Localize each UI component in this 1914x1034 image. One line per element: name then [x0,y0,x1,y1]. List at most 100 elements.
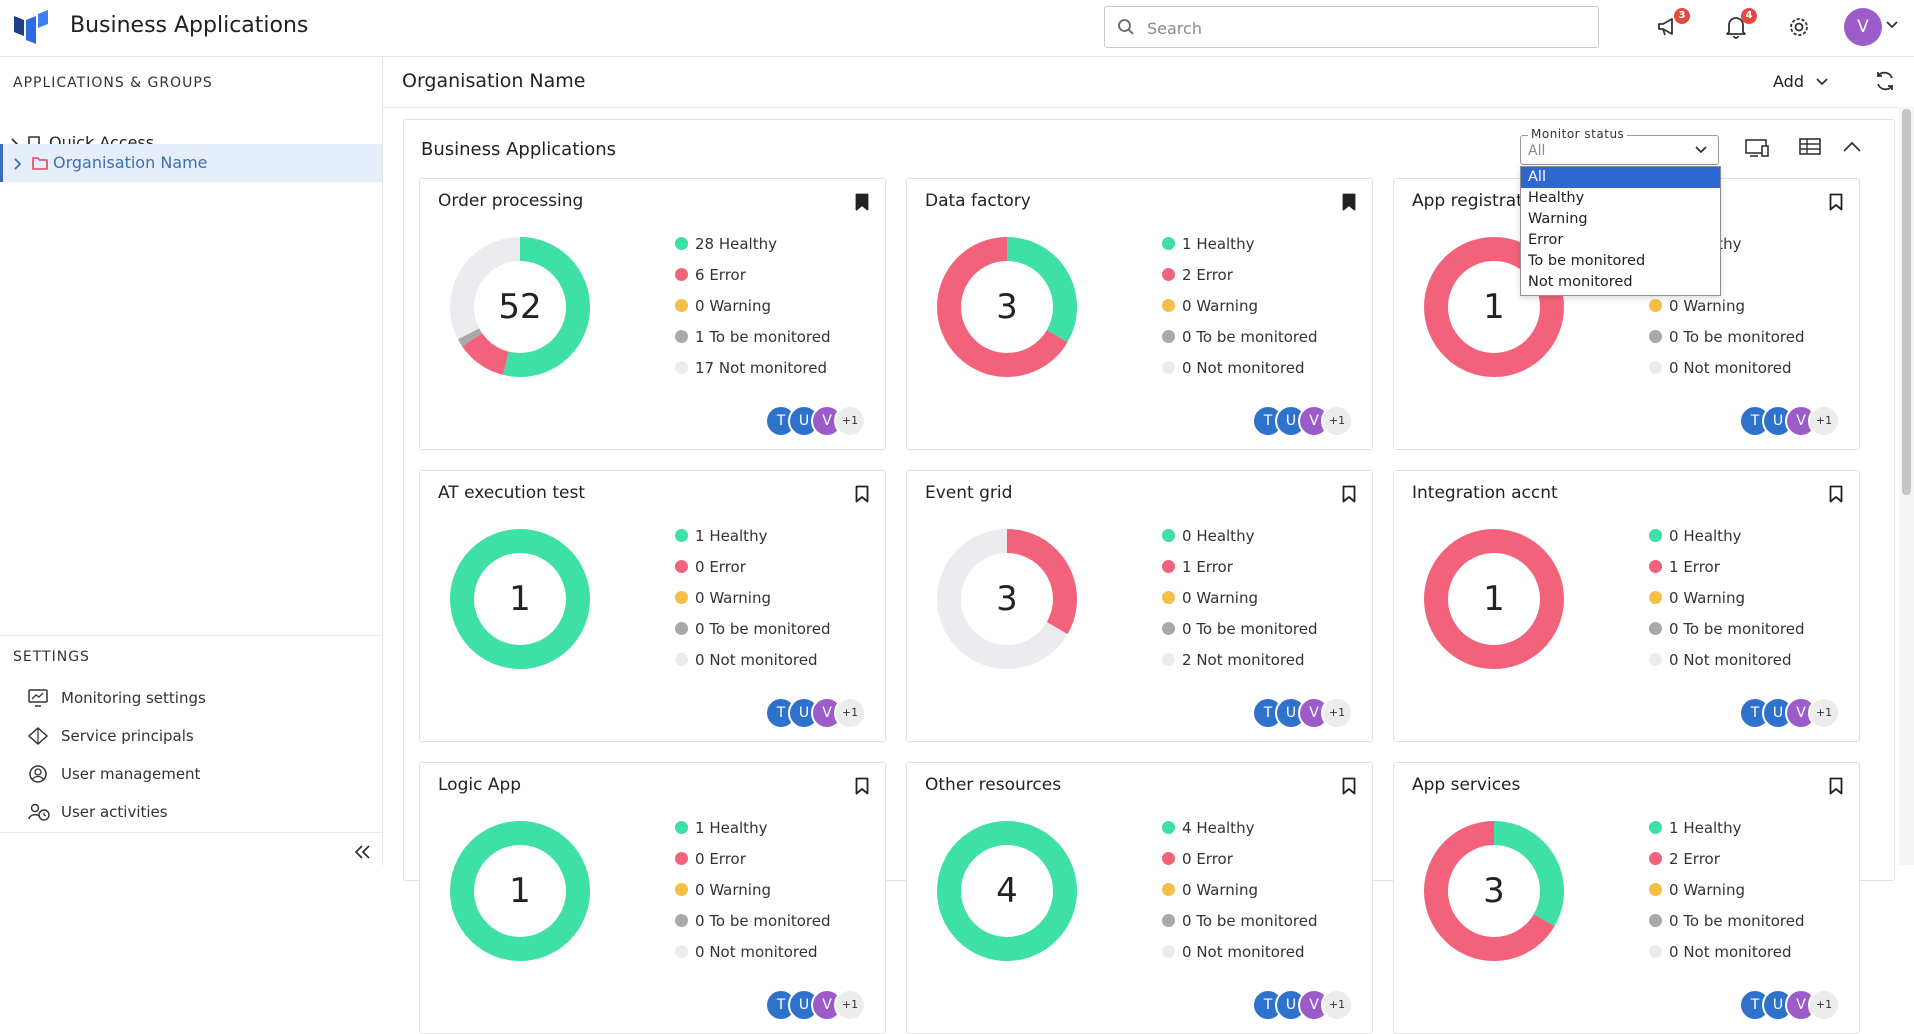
legend-item-not-monitored[interactable]: 0 Not monitored [1649,937,1805,968]
app-card[interactable]: App services 3 1 Healthy 2 Error 0 Warning 0 … [1393,762,1860,1034]
dropdown-option[interactable]: All [1521,167,1720,188]
chevron-right-icon[interactable] [13,158,21,170]
collapse-sidebar-icon[interactable] [353,844,373,860]
legend-item-not-monitored[interactable]: 17 Not monitored [675,353,831,384]
add-button[interactable]: Add [1773,72,1829,91]
bookmark-icon[interactable] [1829,193,1843,211]
app-card[interactable]: Event grid 3 0 Healthy 1 Error 0 Warning 0 To… [906,470,1373,742]
legend-item-not-monitored[interactable]: 0 Not monitored [1649,645,1805,676]
legend-item-to-be-monitored[interactable]: 0 To be monitored [1649,906,1805,937]
dropdown-option[interactable]: Warning [1528,211,1588,227]
user-avatar[interactable]: V [1844,8,1882,46]
more-users-badge[interactable]: +1 [834,989,866,1021]
bookmark-icon[interactable] [1829,777,1843,795]
legend-item-warning[interactable]: 0 Warning [675,291,831,322]
dropdown-option[interactable]: Not monitored [1528,274,1633,290]
legend-item-error[interactable]: 2 Error [1162,260,1318,291]
legend-item-to-be-monitored[interactable]: 0 To be monitored [1162,614,1318,645]
legend-item-not-monitored[interactable]: 0 Not monitored [1162,937,1318,968]
legend-item-healthy[interactable]: 0 Healthy [1649,521,1805,552]
more-users-badge[interactable]: +1 [1321,989,1353,1021]
legend-item-to-be-monitored[interactable]: 0 To be monitored [1649,614,1805,645]
legend-item-not-monitored[interactable]: 2 Not monitored [1162,645,1318,676]
bookmark-filled-icon[interactable] [855,193,869,211]
donut-total: 52 [498,287,542,327]
legend-item-healthy[interactable]: 1 Healthy [675,813,831,844]
search-box[interactable] [1104,6,1599,48]
scrollbar-thumb[interactable] [1902,109,1911,495]
legend-item-error[interactable]: 0 Error [675,844,831,875]
legend-item-to-be-monitored[interactable]: 0 To be monitored [675,614,831,645]
app-card[interactable]: Logic App 1 1 Healthy 0 Error 0 Warning 0 To … [419,762,886,1034]
bookmark-filled-icon[interactable] [1342,193,1356,211]
app-logo-icon[interactable] [14,10,48,46]
legend-item-warning[interactable]: 0 Warning [1649,583,1805,614]
legend-item-not-monitored[interactable]: 0 Not monitored [675,645,831,676]
more-users-badge[interactable]: +1 [834,405,866,437]
more-users-badge[interactable]: +1 [834,697,866,729]
legend-label: To be monitored [1678,328,1805,346]
legend-item-error[interactable]: 1 Error [1162,552,1318,583]
legend-item-warning[interactable]: 0 Warning [1162,875,1318,906]
search-input[interactable] [1145,15,1589,41]
legend-item-healthy[interactable]: 1 Healthy [1649,813,1805,844]
legend-item-warning[interactable]: 0 Warning [1649,875,1805,906]
legend-item-to-be-monitored[interactable]: 0 To be monitored [675,906,831,937]
chevron-down-icon[interactable] [1885,20,1899,30]
bookmark-icon[interactable] [1829,485,1843,503]
bookmark-icon[interactable] [855,777,869,795]
legend-item-warning[interactable]: 0 Warning [1162,291,1318,322]
legend-item-error[interactable]: 0 Error [675,552,831,583]
legend-item-not-monitored[interactable]: 0 Not monitored [1649,353,1805,384]
status-dot-icon [1162,591,1175,604]
legend-item-error[interactable]: 2 Error [1649,844,1805,875]
more-users-badge[interactable]: +1 [1808,697,1840,729]
notifications-button[interactable]: 4 [1723,8,1757,42]
status-dot-icon [1162,653,1175,666]
settings-button[interactable] [1786,14,1814,42]
legend-item-healthy[interactable]: 28 Healthy [675,229,831,260]
legend-item-healthy[interactable]: 1 Healthy [1162,229,1318,260]
legend-item-to-be-monitored[interactable]: 0 To be monitored [1162,906,1318,937]
app-card[interactable]: Other resources 4 4 Healthy 0 Error 0 Warnin… [906,762,1373,1034]
dropdown-option[interactable]: Healthy [1528,190,1585,206]
legend-item-healthy[interactable]: 4 Healthy [1162,813,1318,844]
app-card[interactable]: Order processing 52 28 Healthy 6 Error 0 War… [419,178,886,450]
status-legend: 1 Healthy 2 Error 0 Warning 0 To be monitor… [1649,813,1805,968]
legend-item-warning[interactable]: 0 Warning [1162,583,1318,614]
app-card[interactable]: AT execution test 1 1 Healthy 0 Error 0 Warn… [419,470,886,742]
legend-label: Healthy [1191,235,1255,253]
legend-item-warning[interactable]: 0 Warning [1649,291,1805,322]
table-view-icon[interactable] [1799,137,1821,157]
legend-item-not-monitored[interactable]: 0 Not monitored [675,937,831,968]
app-card[interactable]: Integration accnt 1 0 Healthy 1 Error 0 Warn… [1393,470,1860,742]
legend-item-to-be-monitored[interactable]: 0 To be monitored [1649,322,1805,353]
more-users-badge[interactable]: +1 [1321,697,1353,729]
legend-item-warning[interactable]: 0 Warning [675,875,831,906]
legend-item-healthy[interactable]: 0 Healthy [1162,521,1318,552]
legend-item-error[interactable]: 6 Error [675,260,831,291]
legend-item-not-monitored[interactable]: 0 Not monitored [1162,353,1318,384]
bookmark-icon[interactable] [1342,485,1356,503]
legend-item-to-be-monitored[interactable]: 0 To be monitored [1162,322,1318,353]
bookmark-icon[interactable] [1342,777,1356,795]
legend-item-error[interactable]: 0 Error [1162,844,1318,875]
legend-item-to-be-monitored[interactable]: 1 To be monitored [675,322,831,353]
bookmark-icon[interactable] [855,485,869,503]
app-card[interactable]: Data factory 3 1 Healthy 2 Error 0 Warning 0 … [906,178,1373,450]
monitor-status-select[interactable]: Monitor status All [1520,127,1719,165]
legend-item-error[interactable]: 1 Error [1649,552,1805,583]
more-users-badge[interactable]: +1 [1808,405,1840,437]
collapse-panel-icon[interactable] [1842,140,1862,154]
legend-item-warning[interactable]: 0 Warning [675,583,831,614]
refresh-icon[interactable] [1873,69,1897,93]
dropdown-option[interactable]: To be monitored [1528,253,1646,269]
announcements-button[interactable]: 3 [1656,8,1690,42]
more-users-badge[interactable]: +1 [1321,405,1353,437]
dropdown-option[interactable]: Error [1528,232,1564,248]
legend-item-healthy[interactable]: 1 Healthy [675,521,831,552]
card-view-icon[interactable] [1744,137,1770,159]
scrollbar[interactable] [1899,107,1914,865]
more-users-badge[interactable]: +1 [1808,989,1840,1021]
sidebar-item-organisation[interactable]: Organisation Name [0,144,382,182]
